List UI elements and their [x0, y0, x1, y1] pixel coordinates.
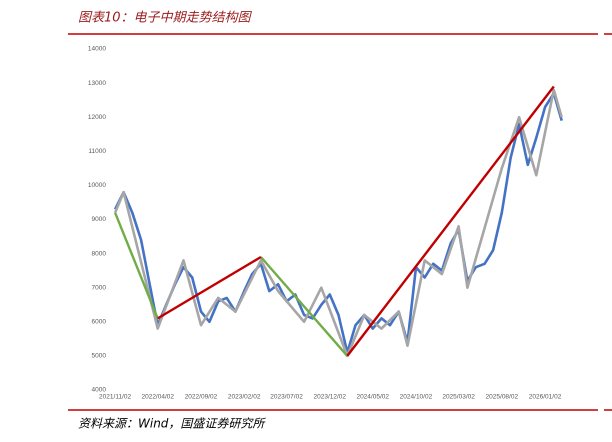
- y-tick-label: 12000: [88, 114, 106, 121]
- x-tick-label: 2022/09/02: [185, 394, 218, 401]
- y-tick-label: 4000: [92, 387, 107, 394]
- x-tick-label: 2024/05/02: [356, 394, 389, 401]
- up-trend: [346, 85, 555, 357]
- x-tick-label: 2022/04/02: [141, 394, 174, 401]
- y-tick-label: 13000: [88, 80, 106, 87]
- x-tick-label: 2025/03/02: [442, 394, 475, 401]
- up-trend: [157, 255, 262, 320]
- down-trend: [113, 212, 159, 319]
- series-line: [113, 92, 563, 354]
- x-tick-label: 2026/01/02: [529, 394, 562, 401]
- x-tick-label: 2023/12/02: [314, 394, 347, 401]
- down-trend: [259, 256, 349, 357]
- y-tick-label: 6000: [92, 319, 107, 326]
- x-tick-label: 2024/10/02: [400, 394, 433, 401]
- y-tick-label: 8000: [92, 250, 107, 257]
- y-tick-label: 9000: [92, 216, 107, 223]
- x-tick-label: 2025/08/02: [486, 394, 519, 401]
- x-tick-label: 2021/11/02: [99, 394, 131, 401]
- x-tick-label: 2023/02/02: [228, 394, 261, 401]
- y-tick-label: 11000: [88, 148, 106, 155]
- y-tick-label: 14000: [88, 46, 106, 53]
- y-tick-label: 5000: [92, 353, 107, 360]
- y-tick-label: 7000: [92, 284, 107, 291]
- source-note: 资料来源：Wind，国盛证券研究所: [78, 417, 266, 431]
- chart-title: 图表10：电子中期走势结构图: [78, 11, 253, 26]
- y-tick-label: 10000: [88, 182, 106, 189]
- x-tick-label: 2023/07/02: [270, 394, 303, 401]
- swing-line: [113, 88, 563, 358]
